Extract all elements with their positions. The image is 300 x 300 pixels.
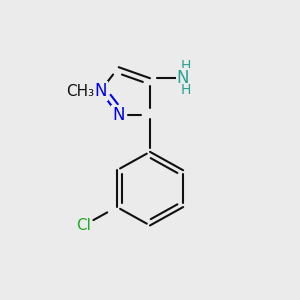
Text: H: H xyxy=(181,59,191,73)
Text: H: H xyxy=(181,83,191,98)
Text: CH₃: CH₃ xyxy=(66,84,94,99)
Text: N: N xyxy=(94,82,106,100)
Text: Cl: Cl xyxy=(76,218,91,233)
Text: N: N xyxy=(112,106,125,124)
Text: N: N xyxy=(177,69,189,87)
